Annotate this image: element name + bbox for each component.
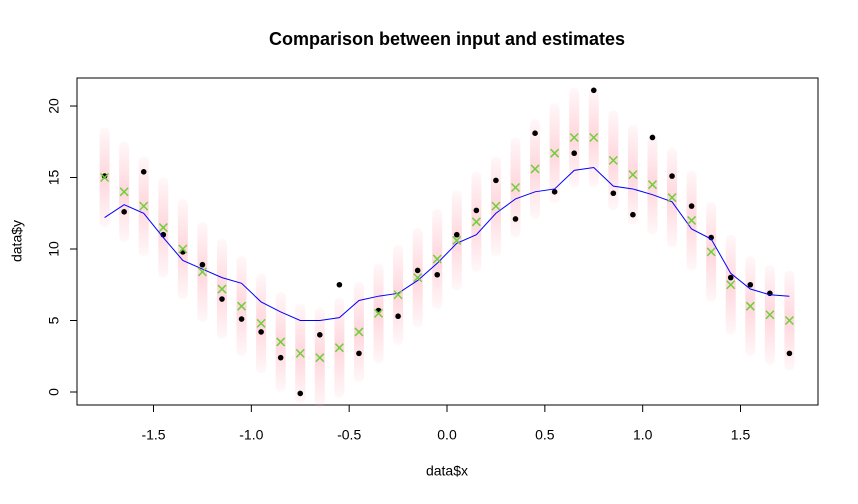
estimate-cross xyxy=(452,235,462,245)
data-point xyxy=(238,316,245,322)
data-point xyxy=(571,150,577,157)
data-point xyxy=(140,168,147,175)
data-point xyxy=(121,209,127,215)
estimate-cross xyxy=(471,217,481,227)
data-point xyxy=(590,87,597,94)
data-point xyxy=(630,211,636,218)
data-point xyxy=(727,274,734,281)
estimate-cross xyxy=(550,148,560,158)
data-point xyxy=(101,173,108,179)
data-point xyxy=(786,350,793,357)
x-axis-label: data$x xyxy=(426,463,468,479)
estimate-cross xyxy=(334,343,344,353)
data-point xyxy=(688,203,695,209)
estimate-cross xyxy=(100,172,110,183)
estimate-cross xyxy=(295,348,305,358)
estimate-cross xyxy=(197,267,207,277)
x-tick-label: -1.0 xyxy=(239,427,263,443)
data-point xyxy=(219,296,225,302)
data-point xyxy=(317,331,323,338)
estimate-cross xyxy=(139,201,149,211)
data-point xyxy=(493,177,499,184)
estimate-cross xyxy=(608,155,618,165)
y-tick-label: 5 xyxy=(46,316,62,324)
estimate-cross xyxy=(510,182,521,193)
y-tick-label: 15 xyxy=(46,170,62,186)
y-tick-label: 10 xyxy=(46,241,62,257)
data-point xyxy=(453,231,460,238)
estimate-cross xyxy=(393,290,403,300)
estimate-cross xyxy=(530,164,540,174)
data-point xyxy=(747,281,754,288)
estimate-cross xyxy=(765,310,775,320)
estimate-cross xyxy=(256,318,266,328)
data-point xyxy=(669,173,675,179)
data-point xyxy=(297,390,304,397)
estimate-cross xyxy=(647,180,657,190)
data-point xyxy=(356,350,362,357)
estimate-cross xyxy=(784,315,794,326)
data-point xyxy=(512,216,519,222)
estimate-cross xyxy=(354,327,364,337)
data-point xyxy=(434,271,441,278)
estimate-cross xyxy=(413,273,423,283)
data-point xyxy=(258,329,264,335)
estimate-cross xyxy=(491,201,501,211)
data-point xyxy=(551,189,558,195)
estimate-cross xyxy=(276,337,286,347)
x-tick-label: 0.5 xyxy=(535,427,555,443)
y-tick-label: 20 xyxy=(46,98,62,114)
estimate-cross xyxy=(569,132,579,143)
estimate-cross xyxy=(373,308,384,318)
y-tick-label: 0 xyxy=(46,388,62,396)
estimate-cross xyxy=(687,215,697,225)
x-tick-label: -1.5 xyxy=(141,427,165,443)
x-tick-label: -0.5 xyxy=(337,427,361,443)
data-point xyxy=(708,234,714,241)
data-point xyxy=(610,190,617,197)
estimate-cross xyxy=(178,244,188,254)
estimate-cross xyxy=(667,193,677,203)
y-axis-label: data$y xyxy=(9,220,25,262)
estimate-cross xyxy=(217,284,227,294)
chart-title: Comparison between input and estimates xyxy=(269,29,625,49)
data-point xyxy=(473,207,480,214)
data-point xyxy=(395,313,401,320)
estimate-cross xyxy=(726,280,736,290)
data-point xyxy=(277,354,284,361)
estimate-cross xyxy=(589,132,599,143)
data-point xyxy=(649,134,656,141)
estimate-cross xyxy=(119,187,129,197)
data-point xyxy=(336,281,343,288)
x-tick-label: 0.0 xyxy=(437,427,457,443)
estimate-cross xyxy=(237,301,247,311)
estimate-cross xyxy=(432,254,442,264)
estimate-cross xyxy=(745,301,755,311)
estimate-cross xyxy=(158,223,168,233)
estimate-cross xyxy=(315,353,325,363)
x-tick-label: 1.0 xyxy=(633,427,653,443)
estimate-line xyxy=(104,166,790,321)
x-tick-label: 1.5 xyxy=(731,427,751,443)
estimate-cross xyxy=(706,247,716,257)
data-point xyxy=(199,261,206,268)
data-point xyxy=(532,130,538,136)
data-point xyxy=(414,267,421,274)
estimate-cross xyxy=(628,170,638,180)
